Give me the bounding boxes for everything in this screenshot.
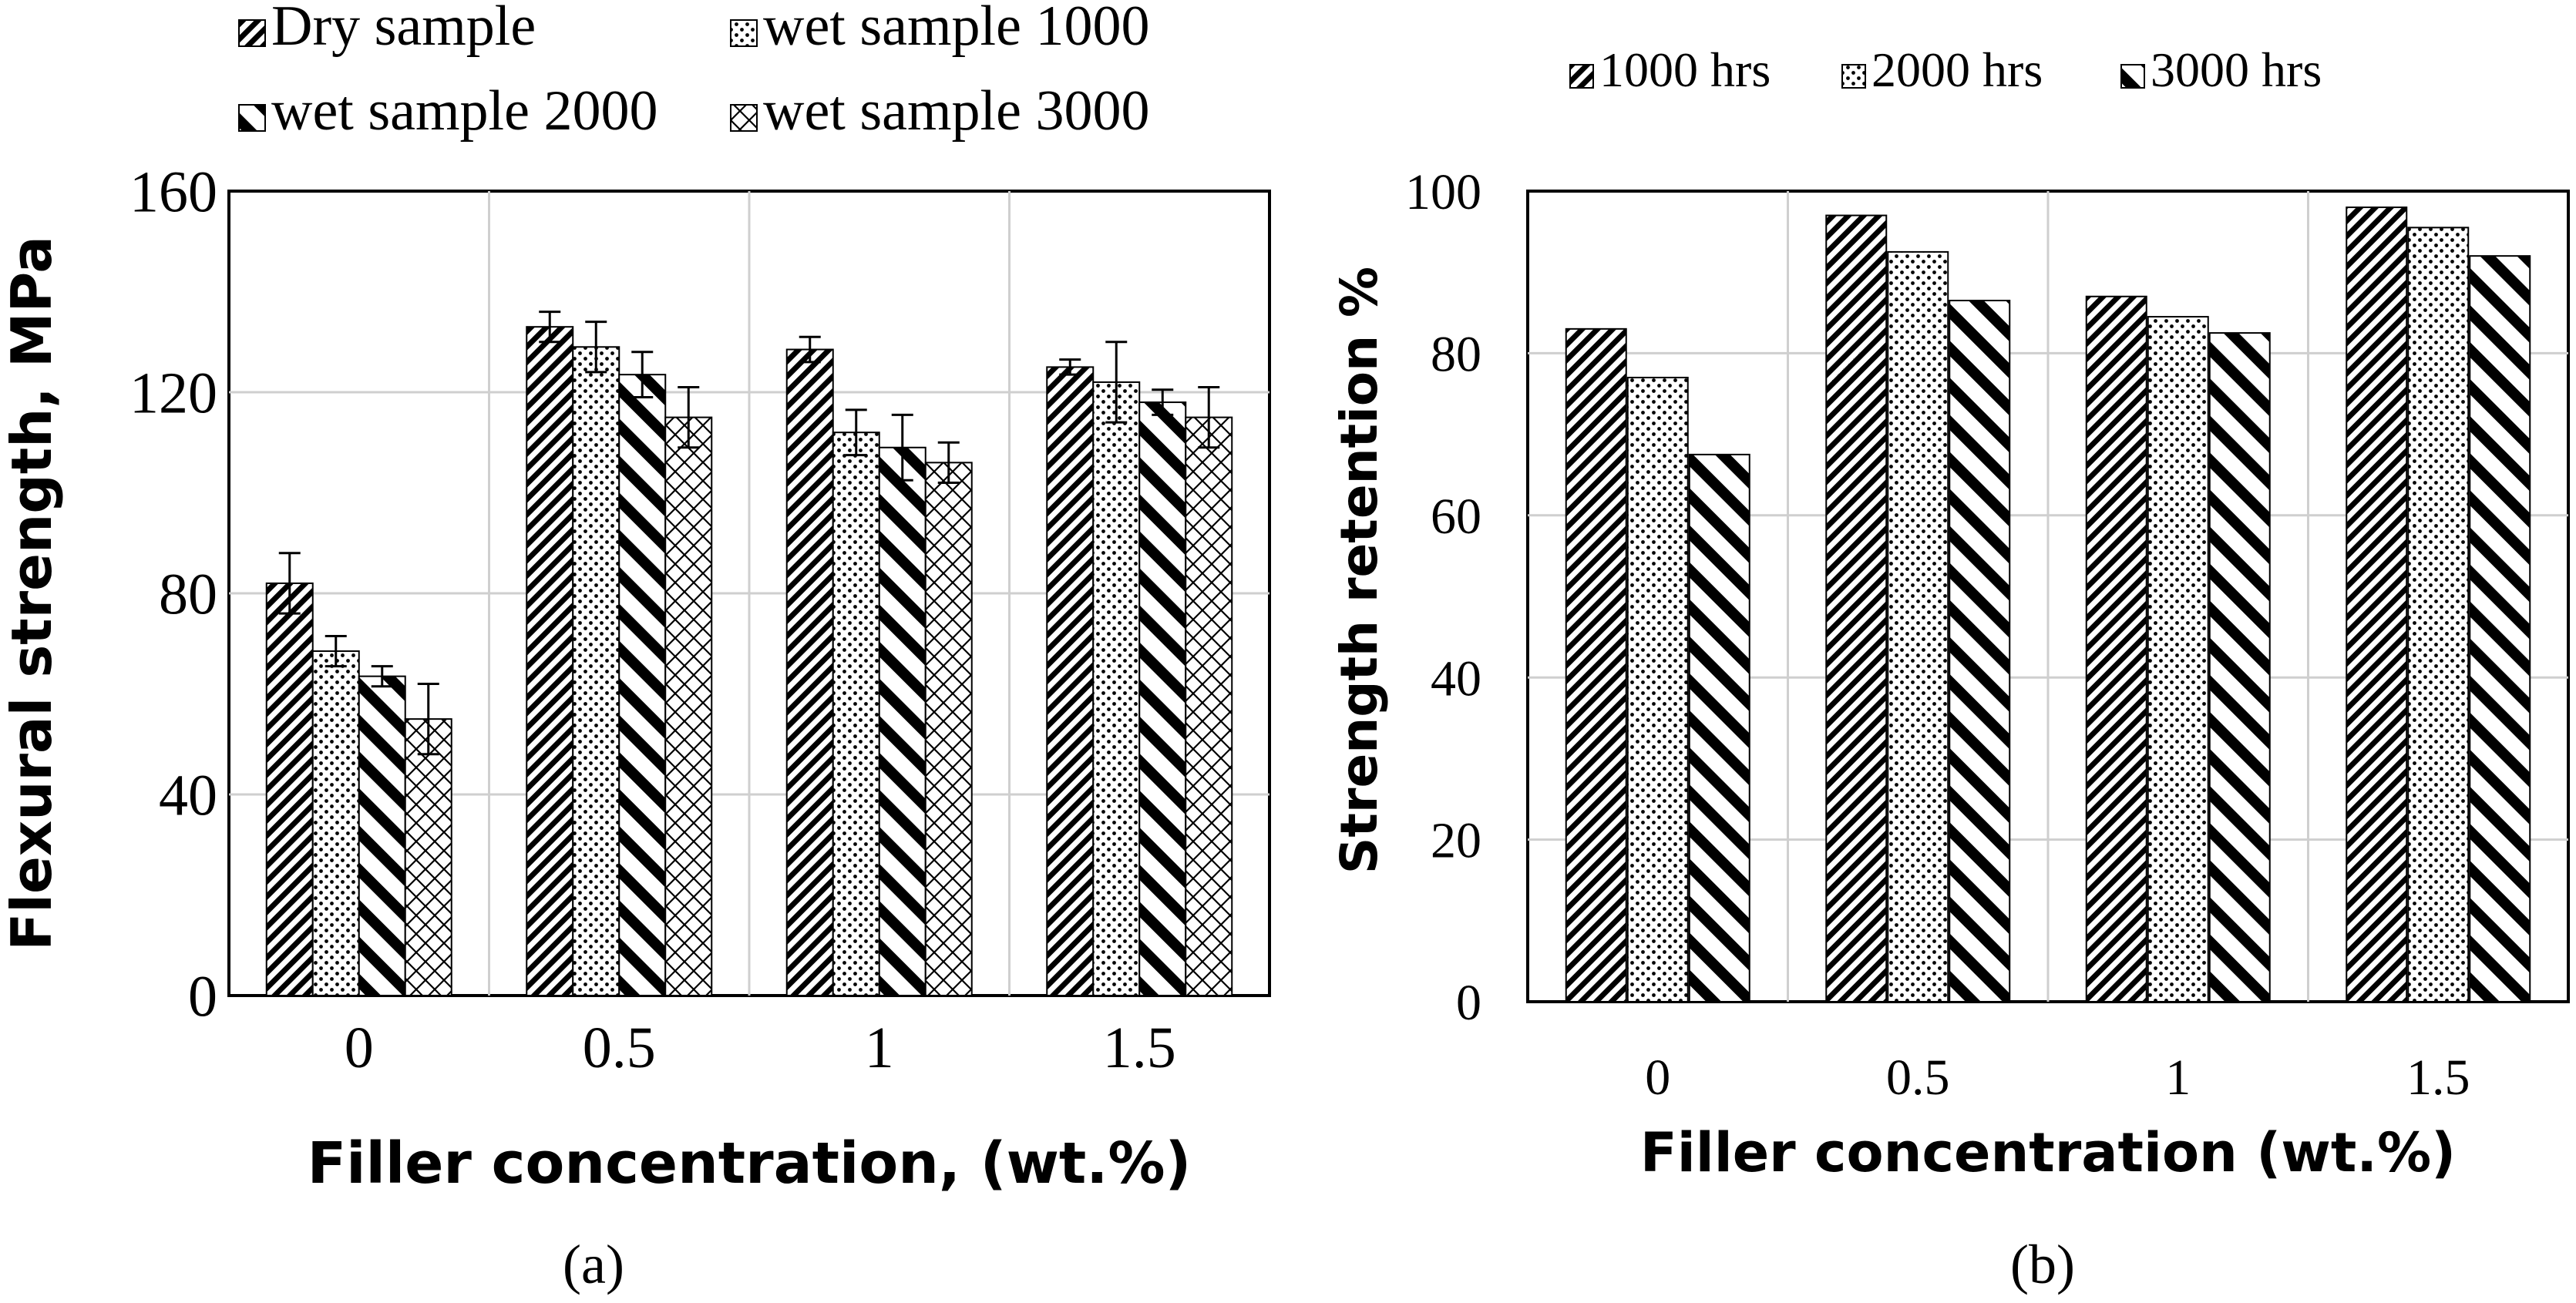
x-tick-label: 1: [2165, 1049, 2191, 1106]
legend-swatch: [2120, 64, 2145, 89]
chart-panel-a: 0 40 80 120 160 0 0.5 1 1.5 Filler concentration,…: [0, 0, 1271, 1295]
bar-1000-hrs-1_5: [2346, 207, 2408, 1002]
legend-label: Dry sample: [271, 0, 536, 58]
y-tick-label: 80: [159, 563, 217, 627]
x-axis-title: Filler concentration, (wt.%): [308, 1130, 1192, 1197]
bar-wet-sample-1000-1_5: [1092, 381, 1141, 996]
y-axis-title: Flexural strength, MPa: [0, 236, 64, 951]
chart-panel-b: 0 20 40 60 80 100 0 0.5 1 1.5 Filler concentration…: [1330, 42, 2570, 1295]
bar-wet-sample-2000-1_5: [1138, 401, 1187, 996]
legend-swatch: [1569, 64, 1594, 89]
bar-3000-hrs-1_5: [2469, 255, 2531, 1003]
x-tick-label: 1.5: [1103, 1016, 1176, 1080]
x-tick-label: 0: [1645, 1049, 1670, 1106]
bar-dry-sample-1_5: [1046, 366, 1095, 996]
bar-1000-hrs-0_5: [1825, 214, 1888, 1002]
bar-3000-hrs-0_5: [1949, 300, 2011, 1002]
legend-label: 2000 hrs: [1871, 42, 2043, 97]
panel-label: (b): [2010, 1234, 2075, 1295]
bar-wet-sample-2000-1: [878, 446, 926, 996]
y-tick-label: 100: [1405, 164, 1481, 220]
bar-wet-sample-3000-1: [924, 462, 973, 996]
y-tick-label: 20: [1431, 813, 1481, 869]
bar-1000-hrs-0: [1565, 327, 1627, 1002]
bar-wet-sample-2000-0: [358, 675, 406, 996]
y-tick-label: 0: [1456, 975, 1481, 1031]
y-axis-title: Strength retention %: [1330, 267, 1389, 874]
legend-swatch: [730, 104, 758, 132]
legend-label: wet sample 2000: [271, 79, 657, 143]
bar-dry-sample-1: [785, 348, 834, 997]
x-tick-label: 1.5: [2406, 1049, 2470, 1106]
bar-2000-hrs-0_5: [1887, 250, 1949, 1002]
y-tick-label: 80: [1431, 327, 1481, 383]
y-tick-label: 40: [159, 764, 217, 828]
y-tick-label: 40: [1431, 650, 1481, 707]
bar-wet-sample-2000-0_5: [618, 374, 667, 997]
bar-wet-sample-1000-0: [311, 650, 360, 996]
bar-2000-hrs-0: [1626, 376, 1689, 1002]
bar-3000-hrs-1: [2208, 332, 2271, 1003]
y-tick-label: 60: [1431, 489, 1481, 545]
legend: 1000 hrs 2000 hrs 3000 hrs: [1569, 42, 2322, 97]
x-tick-label: 1: [865, 1016, 894, 1080]
bar-wet-sample-3000-1_5: [1185, 416, 1233, 996]
y-tick-label: 0: [188, 965, 217, 1029]
legend-label: wet sample 1000: [763, 0, 1149, 58]
legend-label: wet sample 3000: [763, 79, 1149, 143]
legend-swatch: [238, 19, 266, 47]
bar-2000-hrs-1_5: [2407, 227, 2470, 1002]
bar-wet-sample-1000-1: [832, 432, 880, 996]
bar-dry-sample-0: [265, 582, 314, 996]
legend-swatch: [1841, 64, 1866, 89]
bar-wet-sample-3000-0: [404, 718, 452, 996]
legend-label: 3000 hrs: [2151, 42, 2322, 97]
y-tick-label: 160: [129, 160, 217, 225]
x-tick-label: 0.5: [583, 1016, 656, 1080]
bar-2000-hrs-1: [2147, 316, 2209, 1002]
bar-1000-hrs-1: [2085, 295, 2147, 1002]
legend: Dry sample wet sample 1000 wet sample 2000…: [238, 0, 1149, 143]
legend-swatch: [730, 19, 758, 47]
bar-3000-hrs-0: [1688, 453, 1750, 1002]
x-tick-label: 0.5: [1886, 1049, 1950, 1106]
panel-label: (a): [563, 1234, 624, 1295]
x-tick-label: 0: [345, 1016, 374, 1080]
x-axis-title: Filler concentration (wt.%): [1640, 1121, 2456, 1184]
legend-label: 1000 hrs: [1599, 42, 1771, 97]
y-tick-label: 120: [129, 361, 217, 426]
bar-wet-sample-1000-0_5: [572, 346, 620, 996]
bar-wet-sample-3000-0_5: [664, 416, 713, 996]
legend-swatch: [238, 104, 266, 132]
bar-dry-sample-0_5: [526, 326, 574, 996]
